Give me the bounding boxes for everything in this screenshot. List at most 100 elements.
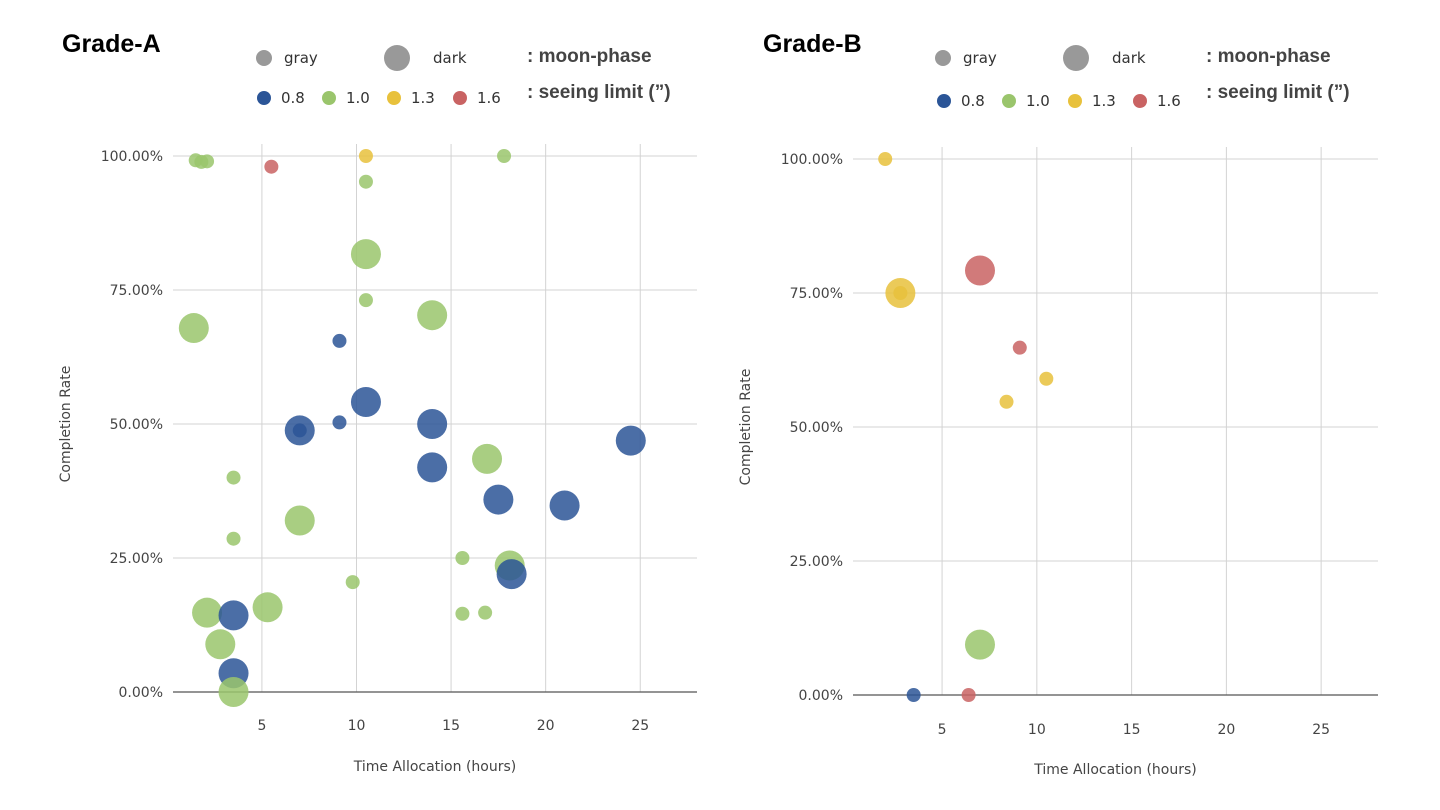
data-point-seeing-1.0-dark xyxy=(417,300,448,331)
panel-b-header: Grade-B gray dark : moon-phase 0.8 1.0 1… xyxy=(763,30,1350,110)
legend-gray-size-marker xyxy=(256,50,272,66)
legend-seeing-1.6-marker xyxy=(1133,94,1147,108)
data-point-seeing-0.8-dark xyxy=(350,387,381,418)
legend-seeing-1.3-label: 1.3 xyxy=(411,89,435,107)
legend-gray-label: gray xyxy=(284,49,318,67)
data-point-seeing-1.0-gray xyxy=(358,174,373,189)
x-tick-label: 25 xyxy=(631,718,649,734)
data-point-seeing-1.0-gray xyxy=(358,293,373,308)
data-point-seeing-1.3-gray xyxy=(1039,371,1054,386)
x-tick-label: 25 xyxy=(1312,722,1330,738)
legend-dark-label: dark xyxy=(1112,49,1146,67)
data-point-seeing-1.3-gray xyxy=(358,149,373,163)
y-tick-label: 50.00% xyxy=(790,420,843,436)
x-tick-label: 10 xyxy=(348,718,366,734)
data-point-seeing-0.8-gray xyxy=(332,333,347,348)
data-point-seeing-1.3-gray xyxy=(999,394,1014,409)
x-tick-label: 5 xyxy=(257,718,266,734)
x-tick-label: 5 xyxy=(938,722,947,738)
x-tick-label: 20 xyxy=(1217,722,1235,738)
data-point-seeing-0.8-gray xyxy=(906,688,921,702)
legend-seeing-1.6-label: 1.6 xyxy=(477,89,501,107)
legend-seeing-1.0-label: 1.0 xyxy=(346,89,370,107)
data-point-seeing-0.8-dark xyxy=(483,484,514,515)
y-tick-label: 100.00% xyxy=(781,152,843,168)
data-point-seeing-1.0-gray xyxy=(455,551,470,565)
legend-seeing-1.6-label: 1.6 xyxy=(1157,92,1181,110)
data-point-seeing-0.8-dark xyxy=(417,452,448,483)
data-point-seeing-1.0-dark xyxy=(472,443,503,474)
data-point-seeing-1.0-dark xyxy=(218,677,249,707)
x-axis-title: Time Allocation (hours) xyxy=(1033,762,1196,778)
legend-dark-size-marker xyxy=(1063,45,1089,71)
data-point-seeing-1.3-gray xyxy=(893,286,908,300)
data-point-seeing-0.8-dark xyxy=(218,600,249,631)
legend-seeing-1.6-marker xyxy=(453,91,467,105)
x-tick-label: 15 xyxy=(1123,722,1141,738)
x-axis-title: Time Allocation (hours) xyxy=(353,759,516,775)
legend-seeing-0.8-marker xyxy=(257,91,271,105)
legend-gray-size-marker xyxy=(935,50,951,66)
data-point-seeing-0.8-dark xyxy=(615,425,646,456)
y-tick-label: 25.00% xyxy=(110,551,163,567)
legend-seeing-caption: : seeing limit (”) xyxy=(1206,82,1350,103)
x-tick-label: 10 xyxy=(1028,722,1046,738)
panel-b-legend: gray dark : moon-phase 0.8 1.0 1.3 1.6 :… xyxy=(935,45,1350,110)
data-point-seeing-1.0-gray xyxy=(478,605,493,620)
data-point-seeing-1.6-gray xyxy=(961,688,976,702)
y-tick-label: 50.00% xyxy=(110,417,163,433)
legend-seeing-1.3-marker xyxy=(1068,94,1082,108)
data-point-seeing-0.8-dark xyxy=(417,409,448,439)
x-tick-label: 20 xyxy=(537,718,555,734)
legend-moon-phase-caption: : moon-phase xyxy=(1206,46,1331,67)
data-point-seeing-0.8-dark xyxy=(496,559,527,590)
legend-seeing-caption: : seeing limit (”) xyxy=(527,82,671,103)
data-point-seeing-1.0-dark xyxy=(205,629,236,660)
legend-seeing-1.0-label: 1.0 xyxy=(1026,92,1050,110)
data-point-seeing-1.3-gray xyxy=(878,152,893,166)
plot-grade-b: 5 10 15 20 25 0.00% 25.00% 50.00% 75.00% 100.00% T… xyxy=(738,147,1378,778)
legend-seeing-0.8-label: 0.8 xyxy=(281,89,305,107)
y-tick-label: 75.00% xyxy=(110,283,163,299)
data-point-seeing-1.0-gray xyxy=(345,575,360,590)
legend-dark-label: dark xyxy=(433,49,467,67)
panel-a-legend: gray dark : moon-phase 0.8 1.0 1.3 1.6 :… xyxy=(256,45,671,107)
data-point-seeing-1.0-dark xyxy=(350,239,381,270)
legend-seeing-0.8-label: 0.8 xyxy=(961,92,985,110)
data-point-seeing-0.8-gray xyxy=(292,423,307,438)
data-point-seeing-1.0-dark xyxy=(252,592,283,623)
legend-gray-label: gray xyxy=(963,49,997,67)
data-point-seeing-0.8-gray xyxy=(332,415,347,430)
y-axis-title: Completion Rate xyxy=(738,369,754,486)
legend-seeing-1.0-marker xyxy=(322,91,336,105)
y-tick-label: 100.00% xyxy=(101,149,163,165)
y-tick-label: 75.00% xyxy=(790,286,843,302)
data-point-seeing-1.0-gray xyxy=(226,470,241,485)
data-point-seeing-0.8-dark xyxy=(549,490,580,521)
data-point-seeing-1.0-gray xyxy=(497,149,512,163)
panel-b-title: Grade-B xyxy=(763,30,862,58)
data-point-seeing-1.6-gray xyxy=(264,159,279,174)
legend-dark-size-marker xyxy=(384,45,410,71)
data-point-seeing-1.0-dark xyxy=(178,313,209,344)
panel-a-title: Grade-A xyxy=(62,30,161,58)
legend-seeing-0.8-marker xyxy=(937,94,951,108)
x-tick-label: 15 xyxy=(442,718,460,734)
data-point-seeing-1.0-dark xyxy=(964,629,995,660)
legend-seeing-1.0-marker xyxy=(1002,94,1016,108)
y-tick-label: 0.00% xyxy=(799,688,843,704)
legend-seeing-1.3-marker xyxy=(387,91,401,105)
y-tick-label: 0.00% xyxy=(119,685,163,701)
plot-grade-a: 5 10 15 20 25 0.00% 25.00% 50.00% 75.00% 100.00% T… xyxy=(58,144,697,775)
data-point-seeing-1.0-dark xyxy=(284,505,315,536)
data-point-seeing-1.0-gray xyxy=(226,531,241,546)
legend-moon-phase-caption: : moon-phase xyxy=(527,46,652,67)
data-point-seeing-1.6-gray xyxy=(1012,340,1027,355)
data-point-seeing-1.0-dark xyxy=(192,597,223,628)
panel-a-header: Grade-A gray dark : moon-phase 0.8 1.0 1… xyxy=(62,30,671,107)
y-tick-label: 25.00% xyxy=(790,554,843,570)
legend-seeing-1.3-label: 1.3 xyxy=(1092,92,1116,110)
data-point-seeing-1.0-gray xyxy=(455,606,470,621)
data-point-seeing-1.0-gray xyxy=(200,154,215,169)
